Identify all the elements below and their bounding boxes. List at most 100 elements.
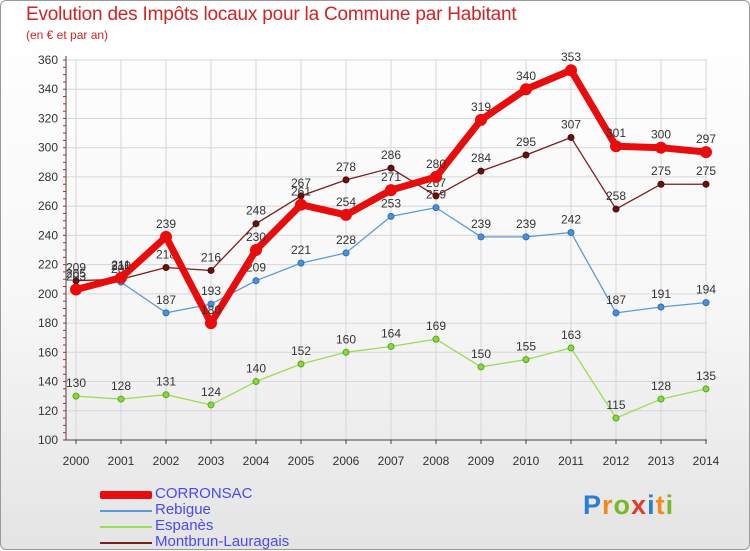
x-tick-label-2006: 2006 bbox=[333, 454, 360, 468]
data-label-rebigue-2005: 221 bbox=[291, 243, 311, 257]
chart-subtitle: (en € et par an) bbox=[26, 28, 109, 42]
logo-letter: P bbox=[583, 490, 603, 520]
data-point-rebigue-2011 bbox=[567, 228, 575, 236]
logo-letter: x bbox=[631, 490, 648, 520]
data-point-rebigue-2004 bbox=[252, 277, 260, 285]
data-label-montbrun-lauragais-2013: 275 bbox=[651, 164, 671, 178]
y-tick-label-340: 340 bbox=[38, 82, 58, 96]
data-point-espanes-2012 bbox=[612, 414, 620, 422]
data-point-corronsac-2000 bbox=[70, 283, 82, 296]
y-tick-label-320: 320 bbox=[38, 111, 58, 125]
data-label-montbrun-lauragais-2000: 209 bbox=[66, 261, 86, 275]
y-tick-label-140: 140 bbox=[38, 375, 58, 389]
data-point-espanes-2009 bbox=[477, 363, 485, 371]
y-tick-label-300: 300 bbox=[38, 141, 58, 155]
data-point-rebigue-2005 bbox=[297, 259, 305, 267]
data-point-espanes-2013 bbox=[657, 395, 665, 403]
data-point-montbrun-lauragais-2007 bbox=[387, 164, 395, 172]
data-label-corronsac-2012: 301 bbox=[606, 126, 626, 140]
data-label-corronsac-2004: 230 bbox=[246, 230, 266, 244]
data-label-montbrun-lauragais-2010: 295 bbox=[516, 135, 536, 149]
data-point-corronsac-2001 bbox=[115, 271, 127, 284]
x-tick-label-2007: 2007 bbox=[378, 454, 405, 468]
data-label-rebigue-2010: 239 bbox=[516, 217, 536, 231]
data-label-espanes-2002: 131 bbox=[156, 375, 176, 389]
data-point-montbrun-lauragais-2009 bbox=[477, 167, 485, 175]
data-label-corronsac-2014: 297 bbox=[696, 132, 716, 146]
data-label-corronsac-2006: 254 bbox=[336, 195, 356, 209]
data-label-montbrun-lauragais-2014: 275 bbox=[696, 164, 716, 178]
data-label-espanes-2012: 115 bbox=[606, 398, 625, 412]
proxiti-logo: Proxiti bbox=[583, 490, 693, 524]
data-point-espanes-2001 bbox=[117, 395, 125, 403]
y-tick-label-180: 180 bbox=[38, 316, 58, 330]
data-point-espanes-2007 bbox=[387, 342, 395, 350]
x-tick-label-2003: 2003 bbox=[198, 454, 225, 468]
logo-letter: o bbox=[613, 490, 632, 520]
data-point-espanes-2002 bbox=[162, 391, 170, 399]
data-label-corronsac-2010: 340 bbox=[516, 69, 536, 83]
y-tick-label-260: 260 bbox=[38, 199, 58, 213]
data-label-rebigue-2009: 239 bbox=[471, 217, 491, 231]
data-point-montbrun-lauragais-2010 bbox=[522, 151, 530, 159]
x-tick-label-2004: 2004 bbox=[243, 454, 270, 468]
legend-swatch-espanes bbox=[100, 526, 152, 528]
y-tick-label-240: 240 bbox=[38, 228, 58, 242]
y-tick-label-160: 160 bbox=[38, 345, 58, 359]
data-label-espanes-2004: 140 bbox=[246, 362, 266, 376]
data-label-espanes-2001: 128 bbox=[111, 379, 131, 393]
y-tick-label-120: 120 bbox=[38, 404, 58, 418]
data-label-corronsac-2001: 211 bbox=[111, 258, 130, 272]
data-point-espanes-2000 bbox=[72, 392, 80, 400]
logo-letter: i bbox=[647, 490, 656, 520]
x-tick-label-2009: 2009 bbox=[468, 454, 495, 468]
data-point-corronsac-2008 bbox=[430, 170, 442, 183]
legend-label-corronsac: CORRONSAC bbox=[155, 485, 253, 502]
legend-label-espanes: Espanès bbox=[155, 517, 214, 534]
logo-letter: i bbox=[665, 490, 675, 520]
data-point-espanes-2008 bbox=[432, 335, 440, 343]
data-label-corronsac-2011: 353 bbox=[561, 50, 581, 64]
data-point-corronsac-2012 bbox=[610, 140, 622, 153]
data-label-corronsac-2009: 319 bbox=[471, 100, 491, 114]
data-point-espanes-2005 bbox=[297, 360, 305, 368]
data-point-corronsac-2007 bbox=[385, 184, 397, 197]
data-label-espanes-2006: 160 bbox=[336, 332, 356, 346]
x-tick-label-2013: 2013 bbox=[648, 454, 675, 468]
data-point-corronsac-2014 bbox=[700, 146, 712, 159]
data-point-montbrun-lauragais-2003 bbox=[207, 266, 215, 274]
data-label-rebigue-2003: 193 bbox=[201, 284, 221, 298]
data-label-corronsac-2008: 280 bbox=[426, 157, 446, 171]
data-label-espanes-2013: 128 bbox=[651, 379, 671, 393]
data-point-rebigue-2009 bbox=[477, 233, 485, 241]
data-point-espanes-2003 bbox=[207, 401, 215, 409]
data-label-rebigue-2006: 228 bbox=[336, 233, 356, 247]
data-point-corronsac-2003 bbox=[205, 317, 217, 330]
data-point-montbrun-lauragais-2002 bbox=[162, 264, 170, 272]
y-tick-label-360: 360 bbox=[38, 53, 58, 67]
data-label-corronsac-2005: 261 bbox=[291, 185, 311, 199]
data-label-montbrun-lauragais-2009: 284 bbox=[471, 151, 491, 165]
data-label-espanes-2003: 124 bbox=[201, 385, 221, 399]
data-label-rebigue-2011: 242 bbox=[561, 212, 581, 226]
x-tick-label-2000: 2000 bbox=[63, 454, 90, 468]
chart-title: Evolution des Impôts locaux pour la Comm… bbox=[26, 4, 517, 25]
x-tick-label-2014: 2014 bbox=[693, 454, 720, 468]
x-tick-label-2012: 2012 bbox=[603, 454, 630, 468]
y-tick-label-220: 220 bbox=[38, 258, 58, 272]
data-label-rebigue-2002: 187 bbox=[156, 293, 176, 307]
data-point-espanes-2004 bbox=[252, 378, 260, 386]
data-point-corronsac-2006 bbox=[340, 208, 352, 221]
data-label-montbrun-lauragais-2005: 267 bbox=[291, 176, 311, 190]
legend-label-montbrun-lauragais: Montbrun-Lauragais bbox=[155, 533, 290, 550]
data-point-montbrun-lauragais-2013 bbox=[657, 180, 665, 188]
logo-letter: t bbox=[655, 490, 666, 520]
data-label-rebigue-2007: 253 bbox=[381, 196, 401, 210]
data-label-espanes-2010: 155 bbox=[516, 340, 536, 354]
data-label-corronsac-2003: 180 bbox=[201, 303, 221, 317]
data-point-espanes-2006 bbox=[342, 348, 350, 356]
data-point-espanes-2011 bbox=[567, 344, 575, 352]
data-point-rebigue-2002 bbox=[162, 309, 170, 317]
data-point-corronsac-2013 bbox=[655, 141, 667, 154]
x-tick-label-2010: 2010 bbox=[513, 454, 540, 468]
